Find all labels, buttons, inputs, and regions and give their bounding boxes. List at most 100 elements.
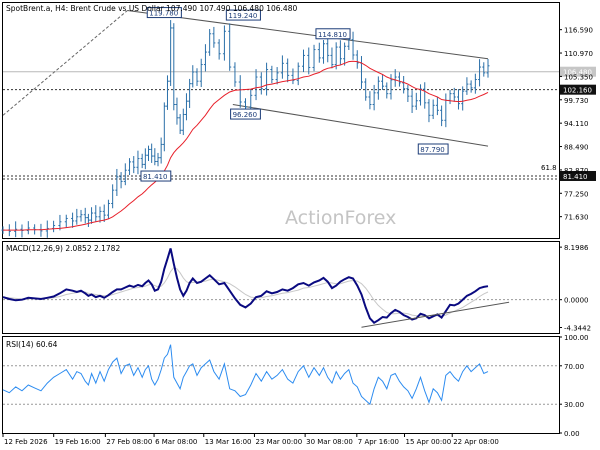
price-bar bbox=[150, 143, 154, 163]
price-bar bbox=[83, 207, 87, 224]
price-bar bbox=[153, 148, 157, 166]
price-bar bbox=[90, 207, 94, 224]
macd-pane: MACD(12,26,9) 2.0852 2.1782 bbox=[2, 241, 560, 334]
price-bar bbox=[199, 58, 203, 88]
price-bar bbox=[312, 44, 316, 72]
price-bar bbox=[249, 89, 253, 111]
price-bar bbox=[270, 65, 274, 84]
price-bar bbox=[52, 220, 56, 233]
price-bar bbox=[165, 75, 169, 110]
price-bar bbox=[140, 153, 144, 169]
price-bar bbox=[115, 168, 119, 196]
svg-text:81.410: 81.410 bbox=[143, 173, 168, 181]
price-bar bbox=[184, 93, 188, 121]
price-annotation: 87.790 bbox=[417, 143, 449, 155]
price-bar bbox=[203, 44, 207, 72]
x-tick-label: 15 Apr 00:00 bbox=[406, 438, 452, 446]
price-bar bbox=[265, 62, 269, 96]
price-bar bbox=[280, 55, 284, 79]
moving-average-line bbox=[3, 60, 489, 231]
price-bar bbox=[222, 25, 226, 61]
price-pane: 106.480 102.160 81.410 61.8 ActionForex 119… bbox=[1, 2, 596, 239]
price-bar bbox=[448, 89, 452, 105]
price-bar bbox=[326, 37, 330, 63]
price-bar bbox=[364, 78, 368, 101]
price-bar bbox=[444, 93, 448, 128]
price-bar bbox=[191, 65, 195, 88]
price-bar bbox=[162, 102, 166, 152]
price-bar bbox=[178, 114, 182, 135]
rsi-levels bbox=[3, 365, 559, 405]
price-bar bbox=[486, 58, 490, 78]
price-bar bbox=[123, 163, 127, 186]
price-bar bbox=[217, 39, 221, 60]
price-bar bbox=[355, 50, 359, 69]
dashed-trendline bbox=[2, 10, 128, 116]
x-tick-label: 27 Feb 08:00 bbox=[106, 438, 152, 446]
y-axes: 116.590 110.970 105.350 99.730 94.110 88.490 8… bbox=[559, 27, 593, 438]
price-bar bbox=[132, 156, 136, 174]
price-bar bbox=[440, 105, 444, 127]
y-tick-label: 82.870 bbox=[564, 167, 589, 175]
y-tick-label: 110.970 bbox=[564, 50, 593, 58]
rsi-line bbox=[2, 344, 489, 406]
macd-title: MACD(12,26,9) 2.0852 2.1782 bbox=[6, 244, 120, 253]
y-tick-label: 0.00 bbox=[564, 430, 580, 438]
x-tick-label: 23 Mar 00:00 bbox=[255, 438, 302, 446]
price-bar bbox=[397, 72, 401, 87]
y-tick-label: 99.730 bbox=[564, 97, 589, 105]
price-level-tag bbox=[560, 170, 596, 181]
macd-pane-frame bbox=[2, 241, 560, 334]
price-annotation: 119.780 bbox=[146, 7, 182, 19]
price-bar bbox=[410, 90, 414, 114]
price-bar bbox=[275, 67, 279, 85]
price-bar bbox=[106, 199, 110, 219]
price-bars bbox=[1, 20, 490, 238]
price-level-label: 81.410 bbox=[563, 173, 588, 181]
price-bar bbox=[296, 62, 300, 86]
price-bar bbox=[86, 213, 90, 227]
price-level-tag bbox=[560, 84, 596, 95]
price-bar bbox=[20, 224, 24, 238]
price-annotations: 119.780 119.240 114.810 96.260 87.790 81.410 bbox=[140, 7, 449, 182]
dashed-trendline-segment bbox=[2, 10, 128, 116]
price-bar bbox=[39, 223, 43, 237]
price-bar bbox=[119, 172, 123, 189]
y-tick-label: 0.0000 bbox=[564, 297, 589, 305]
y-tick-label: 88.490 bbox=[564, 144, 589, 152]
price-bar bbox=[143, 148, 147, 170]
time-axis: 12 Feb 2026 19 Feb 16:00 27 Feb 08:00 6 Mar… bbox=[2, 434, 499, 446]
price-bar bbox=[98, 206, 102, 223]
chart-header-symbol: SpotBrent.a, H4: Brent Crude vs US Dolla… bbox=[6, 4, 297, 13]
price-bar bbox=[423, 82, 427, 109]
price-levels: 106.480 102.160 81.410 61.8 bbox=[3, 66, 596, 181]
price-bar bbox=[456, 89, 460, 110]
x-tick-label: 7 Apr 16:00 bbox=[358, 438, 399, 446]
price-bar bbox=[147, 145, 150, 162]
price-bar bbox=[330, 47, 334, 69]
price-bar bbox=[359, 56, 363, 89]
price-bar bbox=[452, 87, 456, 102]
price-bar bbox=[406, 84, 410, 102]
price-annotation: 119.240 bbox=[225, 9, 261, 21]
price-bar bbox=[94, 205, 98, 222]
price-bar bbox=[461, 86, 465, 111]
price-bar bbox=[208, 28, 212, 56]
rsi-title: RSI(14) 60.64 bbox=[6, 340, 58, 349]
x-tick-label: 30 Mar 08:00 bbox=[306, 438, 353, 446]
price-bar bbox=[402, 75, 406, 94]
price-bar bbox=[136, 150, 140, 175]
y-tick-label: 70.00 bbox=[564, 363, 584, 371]
price-bar bbox=[427, 99, 431, 123]
price-bar bbox=[435, 97, 439, 116]
fib-label: 61.8 bbox=[541, 164, 557, 172]
x-tick-label: 13 Mar 16:00 bbox=[205, 438, 252, 446]
price-bar bbox=[111, 184, 115, 209]
watermark: ActionForex bbox=[285, 207, 396, 229]
price-bar bbox=[478, 59, 482, 87]
x-tick-label: 19 Feb 16:00 bbox=[55, 438, 101, 446]
price-bar bbox=[233, 62, 237, 87]
price-bar bbox=[317, 42, 321, 63]
price-bar bbox=[368, 91, 372, 110]
